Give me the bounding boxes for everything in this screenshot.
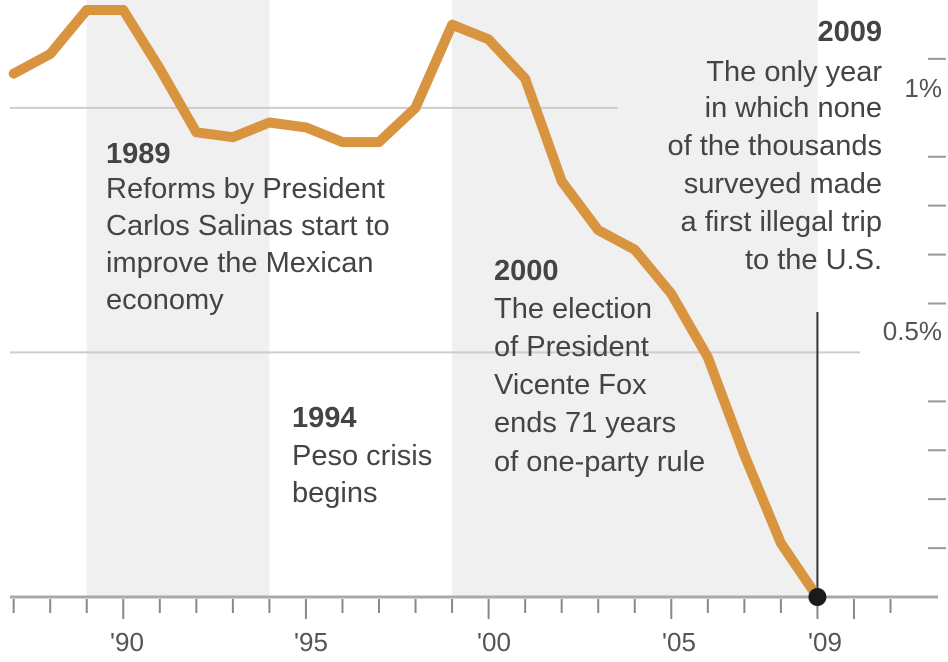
annotation-1989-line-4: economy — [106, 284, 224, 316]
annotation-2000-line-4: ends 71 years — [494, 407, 676, 439]
annotation-1989-year: 1989 — [106, 138, 171, 170]
annotation-2009: 2009 The only year in which none of the … — [668, 16, 883, 276]
shaded-period-2 — [452, 0, 818, 597]
annotation-2000-line-2: of President — [494, 331, 649, 363]
annotation-2000-year: 2000 — [494, 255, 559, 287]
annotation-1989-line-1: Reforms by President — [106, 173, 385, 205]
annotation-2000-line-5: of one-party rule — [494, 446, 705, 478]
annotation-1994-line-2: begins — [292, 477, 377, 509]
y-tick-label-1pct: 1% — [904, 73, 942, 103]
x-tick-label-05: '05 — [662, 627, 696, 657]
annotation-1994-line-1: Peso crisis — [292, 440, 432, 472]
annotation-2009-line-1: The only year — [706, 56, 882, 88]
annotation-2000-line-1: The election — [494, 293, 652, 325]
annotation-2009-line-6: to the U.S. — [745, 244, 882, 276]
series-line — [8, 5, 823, 602]
annotation-2009-year: 2009 — [817, 16, 882, 48]
annotation-2009-line-3: of the thousands — [668, 130, 882, 162]
end-point-marker — [808, 588, 827, 606]
annotation-1989-line-2: Carlos Salinas start to — [106, 210, 390, 242]
gridlines — [10, 106, 860, 354]
annotation-2009-line-2: in which none — [705, 92, 882, 124]
annotation-1989-line-3: improve the Mexican — [106, 247, 374, 279]
annotation-2000: 2000 The election of President Vicente F… — [494, 255, 705, 478]
x-axis — [10, 595, 938, 619]
x-tick-label-00: '00 — [477, 627, 511, 657]
annotation-1994-year: 1994 — [292, 402, 357, 434]
x-tick-label-09: '09 — [808, 627, 842, 657]
y-tick-label-halfpct: 0.5% — [883, 316, 942, 346]
x-tick-label-95: '95 — [294, 627, 328, 657]
annotation-2009-line-5: a first illegal trip — [681, 206, 882, 238]
y-minor-ticks — [928, 57, 946, 550]
x-tick-label-90: '90 — [110, 627, 144, 657]
annotation-1989: 1989 Reforms by President Carlos Salinas… — [106, 138, 390, 316]
annotation-1994: 1994 Peso crisis begins — [292, 402, 432, 509]
annotation-2009-line-4: surveyed made — [684, 168, 882, 200]
annotation-2000-line-3: Vicente Fox — [494, 369, 647, 401]
